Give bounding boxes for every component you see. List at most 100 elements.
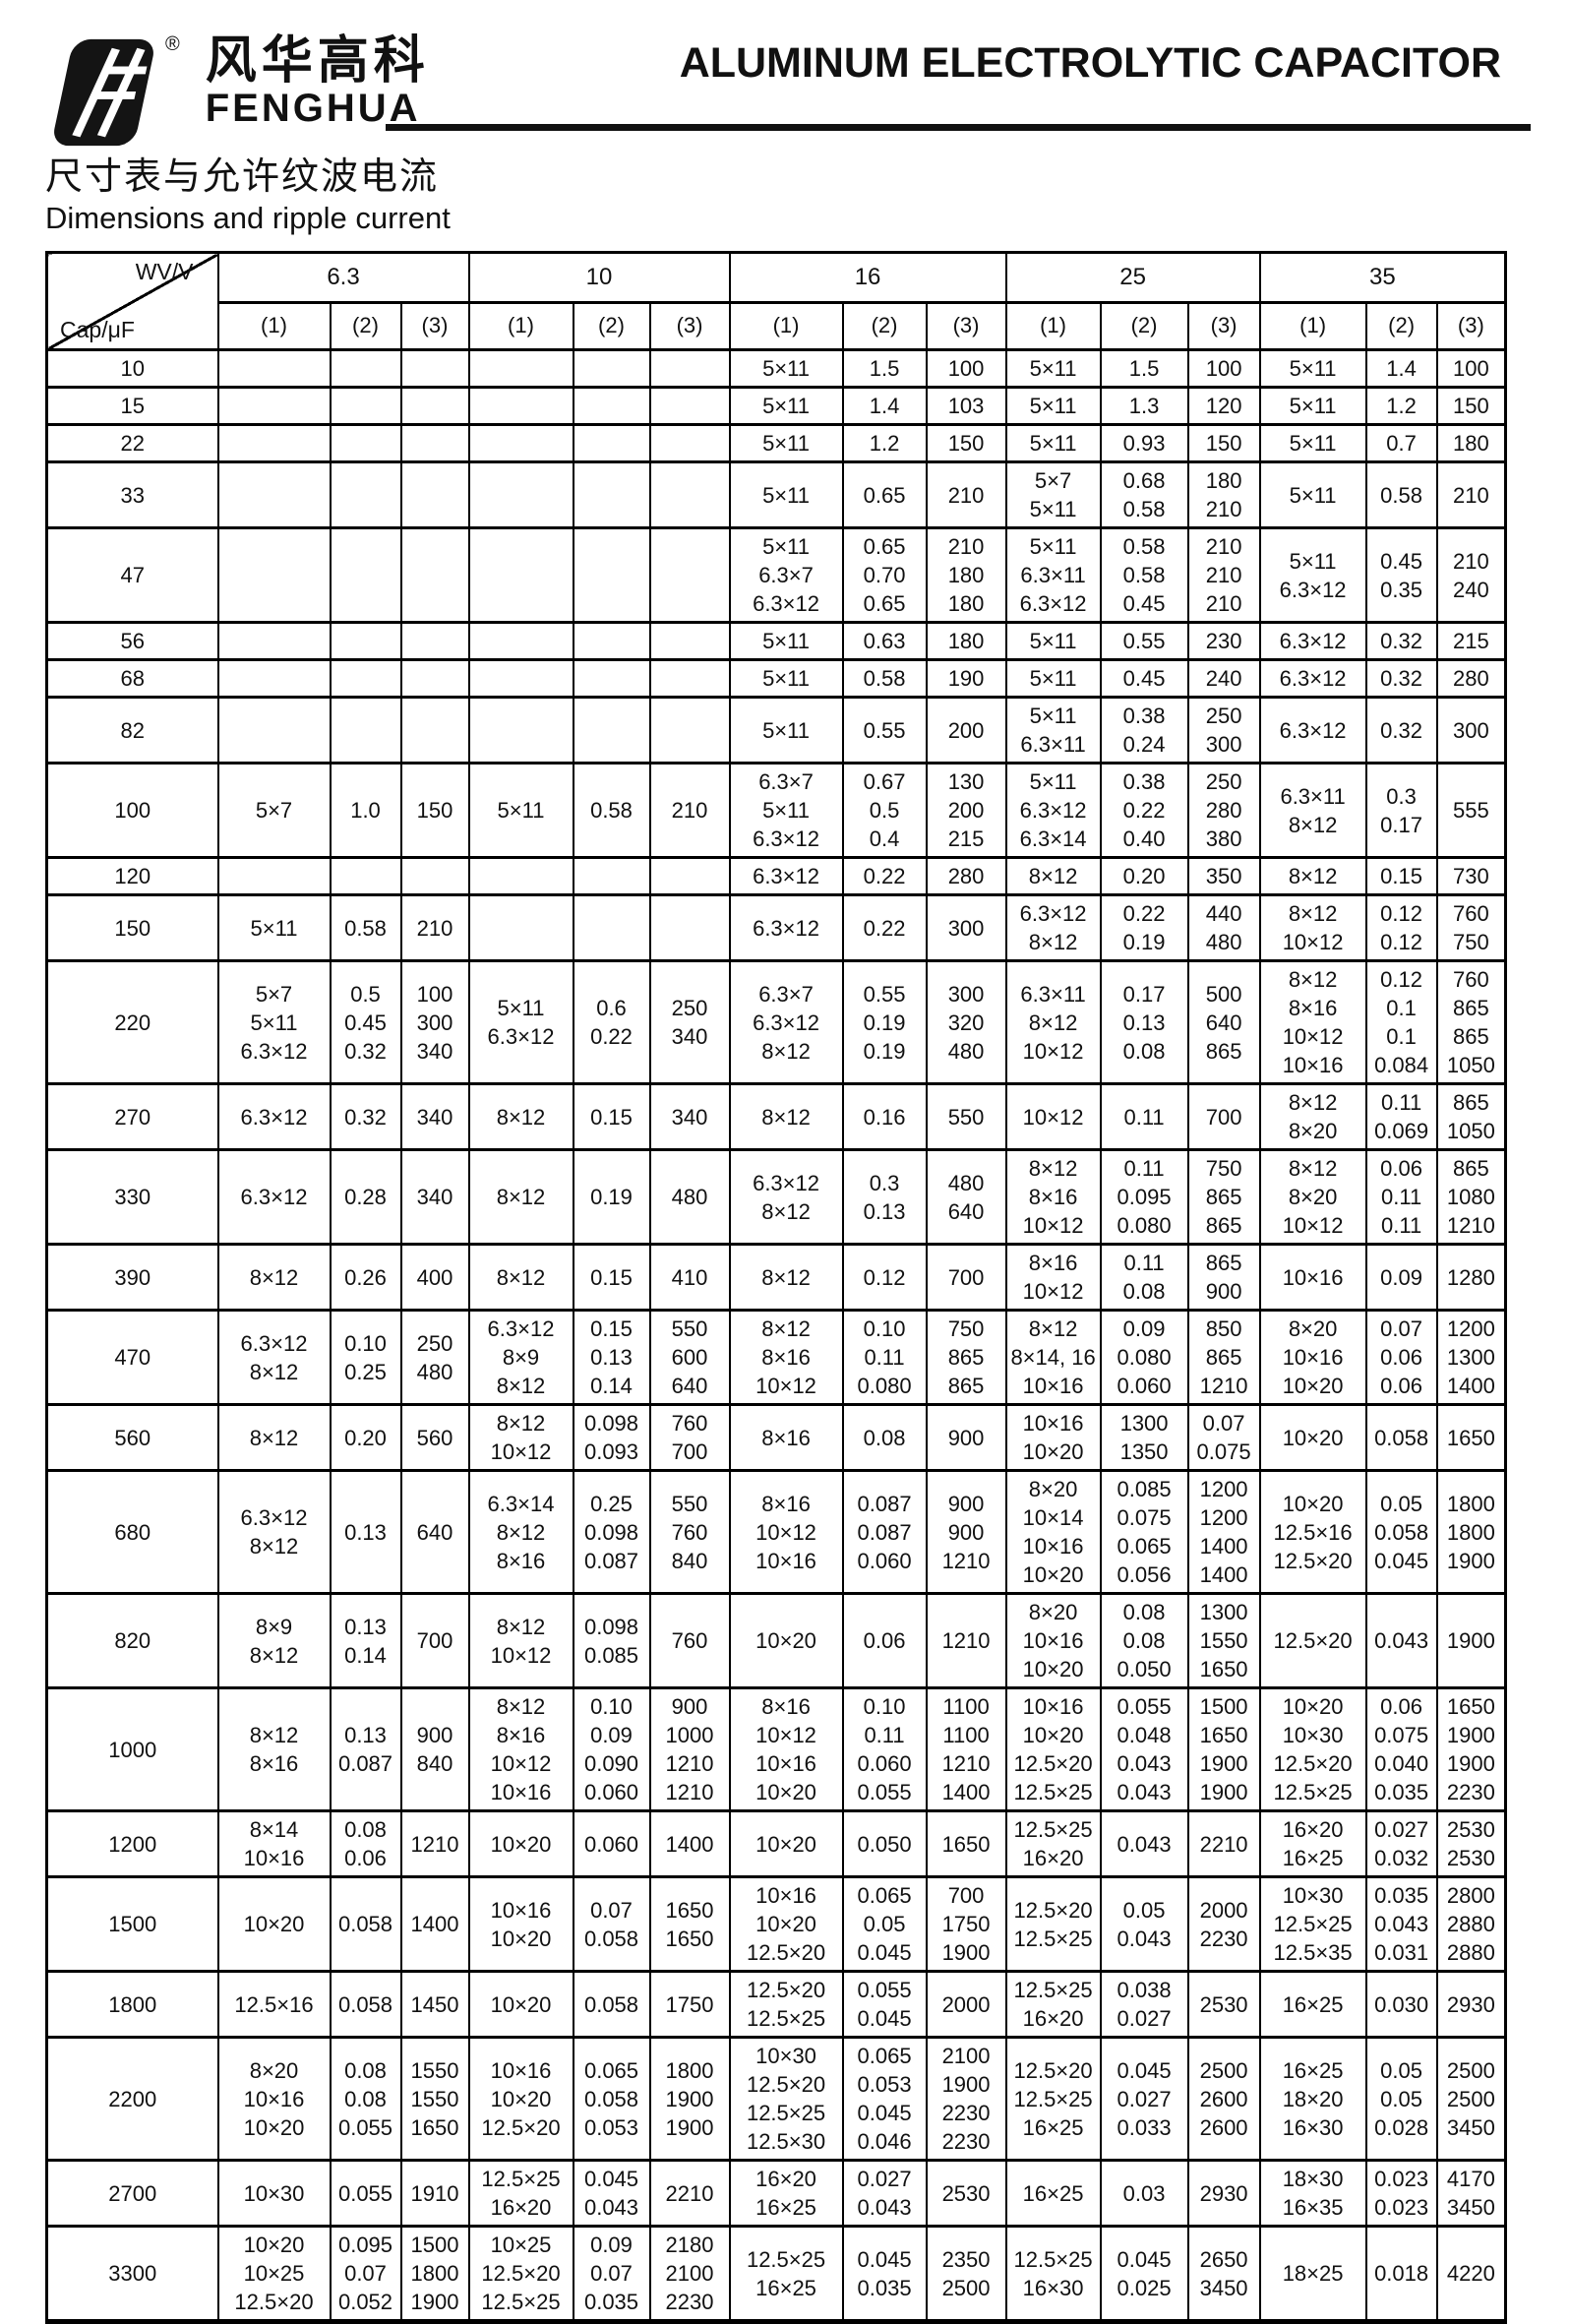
- data-cell-10v-sub2: [572, 348, 651, 389]
- cap-value-cell: 150: [45, 893, 219, 962]
- data-cell-16v-sub3: 180: [925, 621, 1007, 661]
- data-cell-16v-sub1: 6.3×12: [728, 893, 844, 962]
- data-cell-10v-sub1: 5×11 6.3×12: [467, 959, 574, 1085]
- data-cell-6.3v-sub2: 1.0: [329, 762, 402, 859]
- data-cell-10v-sub1: 8×12: [467, 1243, 574, 1312]
- data-cell-25v-sub3: 2000 2230: [1186, 1875, 1261, 1973]
- voltage-header-row: WV/V Cap/μF 6.3 10 16 25 35: [45, 251, 1507, 351]
- subcol-header: (1): [728, 300, 844, 352]
- data-cell-25v-sub3: 210 210 210: [1186, 526, 1261, 624]
- data-cell-35v-sub2: 0.58: [1364, 460, 1438, 529]
- table-row: 2700 10×30 0.055 1910 12.5×25 16×20 0.045 0.0…: [45, 2159, 1507, 2228]
- cap-value-cell: 330: [45, 1148, 219, 1246]
- data-cell-16v-sub1: 5×11: [728, 423, 844, 463]
- table-row: 1800 12.5×16 0.058 1450 10×20 0.058 1750 12.5×2…: [45, 1970, 1507, 2039]
- data-cell-6.3v-sub3: [399, 460, 470, 529]
- data-cell-10v-sub2: [572, 696, 651, 764]
- data-cell-35v-sub1: 6.3×12: [1258, 621, 1367, 661]
- data-cell-35v-sub1: 10×16: [1258, 1243, 1367, 1312]
- data-cell-10v-sub1: 10×20: [467, 1809, 574, 1878]
- cap-value-cell: 2200: [45, 2036, 219, 2162]
- data-cell-25v-sub3: 2930: [1186, 2159, 1261, 2228]
- data-cell-16v-sub2: 0.065 0.053 0.045 0.046: [841, 2036, 928, 2162]
- corner-wvv-label: WV/V: [135, 259, 194, 284]
- data-cell-25v-sub2: 0.22 0.19: [1099, 893, 1189, 962]
- data-cell-35v-sub2: 0.05 0.058 0.045: [1364, 1469, 1438, 1595]
- data-cell-35v-sub3: 2800 2880 2880: [1435, 1875, 1507, 1973]
- data-cell-10v-sub3: [648, 348, 731, 389]
- cap-value-cell: 82: [45, 696, 219, 764]
- cap-value-cell: 1000: [45, 1686, 219, 1812]
- data-cell-6.3v-sub2: [329, 460, 402, 529]
- data-cell-16v-sub3: 130 200 215: [925, 762, 1007, 859]
- data-cell-6.3v-sub2: [329, 386, 402, 426]
- cap-value-cell: 22: [45, 423, 219, 463]
- data-cell-10v-sub2: [572, 856, 651, 896]
- data-cell-35v-sub3: 865 1080 1210: [1435, 1148, 1507, 1246]
- data-cell-6.3v-sub3: 1400: [399, 1875, 470, 1973]
- table-row: 220 5×7 5×11 6.3×12 0.5 0.45 0.32 100 300 3…: [45, 959, 1507, 1085]
- data-cell-35v-sub3: 215: [1435, 621, 1507, 661]
- data-cell-25v-sub2: 0.17 0.13 0.08: [1099, 959, 1189, 1085]
- data-cell-35v-sub3: 210 240: [1435, 526, 1507, 624]
- data-cell-6.3v-sub2: 0.08 0.08 0.055: [329, 2036, 402, 2162]
- data-cell-6.3v-sub2: [329, 856, 402, 896]
- data-cell-25v-sub1: 5×11: [1004, 621, 1102, 661]
- data-cell-35v-sub1: 10×20 10×30 12.5×20 12.5×25: [1258, 1686, 1367, 1812]
- data-cell-16v-sub3: 210 180 180: [925, 526, 1007, 624]
- data-cell-6.3v-sub2: [329, 526, 402, 624]
- data-cell-10v-sub3: 340: [648, 1082, 731, 1151]
- data-cell-16v-sub3: 300: [925, 893, 1007, 962]
- data-cell-6.3v-sub2: 0.5 0.45 0.32: [329, 959, 402, 1085]
- data-cell-10v-sub2: 0.07 0.058: [572, 1875, 651, 1973]
- data-cell-16v-sub1: 16×20 16×25: [728, 2159, 844, 2228]
- data-cell-35v-sub3: 150: [1435, 386, 1507, 426]
- data-cell-10v-sub2: [572, 658, 651, 699]
- table-row: 100 5×7 1.0 150 5×11 0.58 210 6.3×7 5×11 6.3×12…: [45, 762, 1507, 859]
- subcol-header: (3): [648, 300, 731, 352]
- data-cell-16v-sub1: 10×30 12.5×20 12.5×25 12.5×30: [728, 2036, 844, 2162]
- data-cell-16v-sub3: 900: [925, 1403, 1007, 1472]
- data-cell-6.3v-sub1: 8×12: [216, 1403, 332, 1472]
- cap-value-cell: 56: [45, 621, 219, 661]
- data-cell-10v-sub2: 0.58: [572, 762, 651, 859]
- data-cell-6.3v-sub1: 5×7: [216, 762, 332, 859]
- cap-value-cell: 270: [45, 1082, 219, 1151]
- data-cell-6.3v-sub2: [329, 348, 402, 389]
- data-cell-35v-sub3: 1650: [1435, 1403, 1507, 1472]
- cap-value-cell: 1200: [45, 1809, 219, 1878]
- data-cell-10v-sub3: 760 700: [648, 1403, 731, 1472]
- subcol-header: (2): [1099, 300, 1189, 352]
- data-cell-25v-sub3: 1300 1550 1650: [1186, 1592, 1261, 1689]
- data-cell-25v-sub3: 180 210: [1186, 460, 1261, 529]
- data-cell-25v-sub3: 0.07 0.075: [1186, 1403, 1261, 1472]
- data-cell-35v-sub1: 16×20 16×25: [1258, 1809, 1367, 1878]
- data-cell-6.3v-sub1: 8×20 10×16 10×20: [216, 2036, 332, 2162]
- data-cell-10v-sub1: [467, 348, 574, 389]
- data-cell-25v-sub2: 0.055 0.048 0.043 0.043: [1099, 1686, 1189, 1812]
- data-cell-16v-sub1: 8×16 10×12 10×16 10×20: [728, 1686, 844, 1812]
- data-cell-16v-sub1: 6.3×12: [728, 856, 844, 896]
- data-cell-25v-sub1: 16×25: [1004, 2159, 1102, 2228]
- data-cell-10v-sub2: 0.045 0.043: [572, 2159, 651, 2228]
- data-cell-25v-sub3: 500 640 865: [1186, 959, 1261, 1085]
- data-cell-25v-sub2: 0.11: [1099, 1082, 1189, 1151]
- data-cell-35v-sub1: 8×12 8×20: [1258, 1082, 1367, 1151]
- data-cell-25v-sub1: 10×16 10×20 12.5×20 12.5×25: [1004, 1686, 1102, 1812]
- data-cell-25v-sub2: 0.03: [1099, 2159, 1189, 2228]
- data-cell-10v-sub2: 0.19: [572, 1148, 651, 1246]
- data-cell-25v-sub3: 700: [1186, 1082, 1261, 1151]
- data-cell-25v-sub1: 6.3×11 8×12 10×12: [1004, 959, 1102, 1085]
- data-cell-10v-sub1: [467, 460, 574, 529]
- data-cell-25v-sub1: 5×7 5×11: [1004, 460, 1102, 529]
- table-row: 270 6.3×12 0.32 340 8×12 0.15 340 8×12 0.16 550 10…: [45, 1082, 1507, 1151]
- data-cell-6.3v-sub1: 10×20: [216, 1875, 332, 1973]
- data-cell-16v-sub3: 750 865 865: [925, 1309, 1007, 1406]
- data-cell-35v-sub3: 760 750: [1435, 893, 1507, 962]
- data-cell-6.3v-sub2: 0.20: [329, 1403, 402, 1472]
- data-cell-16v-sub1: 5×11: [728, 658, 844, 699]
- data-cell-35v-sub2: 0.030: [1364, 1970, 1438, 2039]
- table-row: 330 6.3×12 0.28 340 8×12 0.19 480 6.3×12 8×12 0.…: [45, 1148, 1507, 1246]
- data-cell-16v-sub2: 0.08: [841, 1403, 928, 1472]
- data-cell-16v-sub3: 300 320 480: [925, 959, 1007, 1085]
